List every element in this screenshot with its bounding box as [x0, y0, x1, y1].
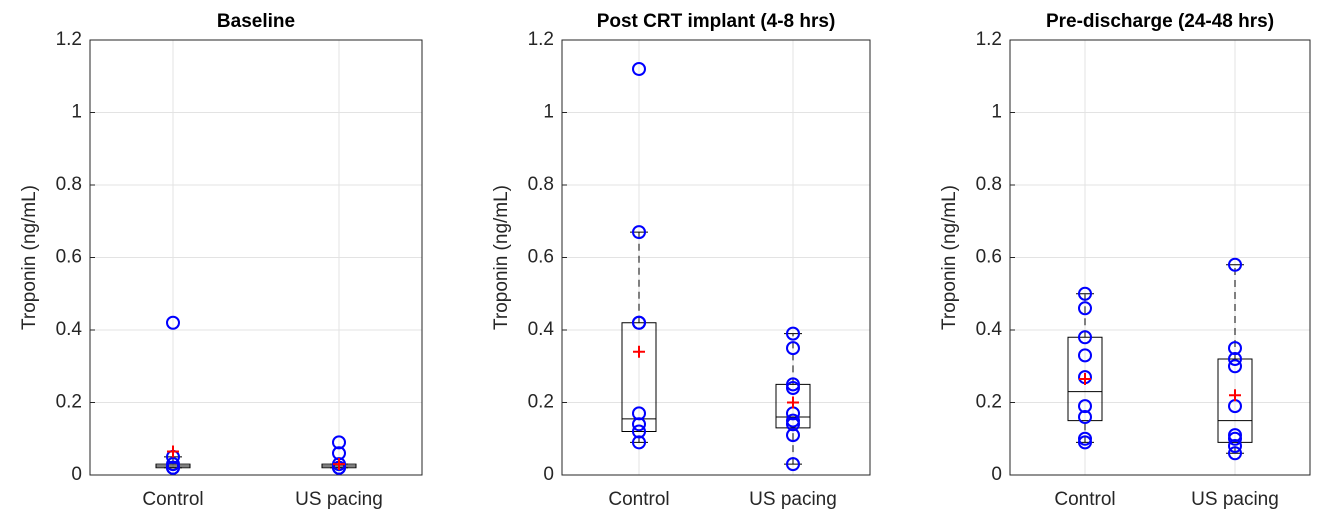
- y-tick-label: 1: [71, 102, 82, 123]
- x-tick-label: US pacing: [749, 489, 837, 510]
- y-tick-label: 0.6: [56, 247, 82, 268]
- data-point: [1078, 301, 1092, 316]
- y-tick-label: 0.8: [976, 174, 1002, 195]
- mean-marker: [167, 445, 179, 458]
- data-point: [1078, 399, 1092, 414]
- y-axis-label: Troponin (ng/mL): [19, 185, 40, 330]
- data-point: [786, 341, 800, 356]
- data-point: [632, 406, 646, 421]
- x-tick-label: US pacing: [295, 489, 383, 510]
- y-tick-label: 0.4: [56, 319, 83, 340]
- box: [1217, 358, 1253, 443]
- data-point: [166, 457, 180, 472]
- data-point: [1228, 257, 1242, 272]
- mean-marker: [333, 458, 345, 471]
- data-point: [1228, 341, 1242, 356]
- axes-frame: [89, 39, 423, 476]
- data-point: [1228, 446, 1242, 461]
- data-point: [786, 413, 800, 428]
- y-tick-label: 0: [543, 464, 554, 485]
- data-point: [1228, 428, 1242, 443]
- y-tick-label: 0.4: [528, 319, 555, 340]
- y-tick-label: 0.6: [528, 247, 554, 268]
- x-tick-label: Control: [608, 489, 669, 510]
- y-tick-label: 1: [991, 102, 1002, 123]
- y-tick-label: 0.2: [528, 392, 554, 413]
- x-tick-label: Control: [1054, 489, 1115, 510]
- data-point: [1078, 410, 1092, 424]
- y-axis-label: Troponin (ng/mL): [491, 185, 512, 330]
- box: [1067, 336, 1103, 422]
- data-point: [166, 460, 180, 475]
- x-tick-label: Control: [142, 489, 203, 510]
- chart-title: Pre-discharge (24-48 hrs): [1046, 11, 1274, 32]
- data-point: [166, 315, 180, 330]
- data-point: [786, 377, 800, 392]
- y-tick-label: 0.2: [56, 392, 82, 413]
- mean-marker: [633, 345, 645, 358]
- data-point: [1078, 348, 1092, 363]
- mean-marker: [787, 396, 799, 409]
- box: [775, 383, 811, 429]
- data-point: [632, 435, 646, 450]
- y-tick-label: 1.2: [976, 29, 1002, 50]
- y-tick-label: 0.6: [976, 247, 1002, 268]
- y-tick-label: 0.4: [976, 319, 1003, 340]
- data-point: [786, 428, 800, 443]
- data-point: [1228, 359, 1242, 374]
- mean-marker: [1079, 372, 1091, 385]
- mean-marker: [1229, 389, 1241, 402]
- data-point: [632, 62, 646, 76]
- data-point: [1228, 439, 1242, 453]
- data-point: [632, 315, 646, 330]
- data-point: [1228, 352, 1242, 366]
- data-point: [1078, 286, 1092, 301]
- data-point: [786, 381, 800, 395]
- y-tick-label: 0.2: [976, 392, 1002, 413]
- y-axis-label: Troponin (ng/mL): [939, 185, 960, 330]
- box: [621, 322, 657, 432]
- y-tick-label: 1: [543, 102, 554, 123]
- data-point: [632, 225, 646, 240]
- y-tick-label: 0.8: [528, 174, 554, 195]
- x-tick-label: US pacing: [1191, 489, 1279, 510]
- axes-frame: [561, 39, 871, 476]
- chart-title: Post CRT implant (4-8 hrs): [597, 11, 836, 32]
- data-point: [1078, 330, 1092, 345]
- chart-title: Baseline: [217, 11, 295, 32]
- data-point: [632, 417, 646, 432]
- data-point: [786, 326, 800, 341]
- axes-frame: [1009, 39, 1311, 476]
- data-point: [1078, 435, 1092, 450]
- data-point: [786, 417, 800, 432]
- data-point: [1078, 431, 1092, 446]
- data-point: [786, 457, 800, 472]
- data-point: [632, 424, 646, 439]
- y-tick-label: 0: [71, 464, 82, 485]
- data-point: [1228, 431, 1242, 446]
- y-tick-label: 1.2: [528, 29, 554, 50]
- y-tick-label: 1.2: [56, 29, 82, 50]
- y-tick-label: 0: [991, 464, 1002, 485]
- y-tick-label: 0.8: [56, 174, 82, 195]
- data-point: [332, 435, 346, 450]
